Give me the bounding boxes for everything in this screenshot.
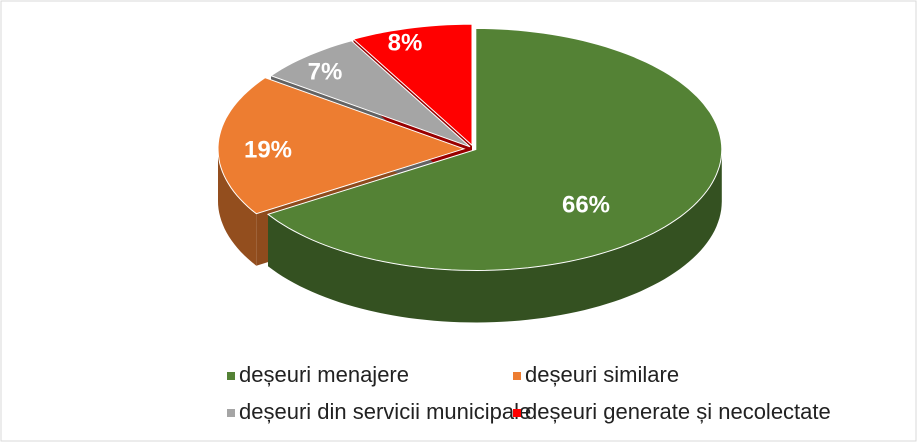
data-label: 8%	[388, 29, 423, 56]
legend-label: deșeuri din servicii municipale	[239, 399, 531, 424]
data-label: 66%	[562, 191, 610, 218]
slice-side	[218, 148, 257, 266]
data-label: 7%	[308, 58, 343, 85]
legend-label: deșeuri menajere	[239, 362, 409, 387]
legend-marker	[513, 409, 521, 417]
legend-label: deșeuri similare	[525, 362, 679, 387]
legend-marker	[513, 372, 521, 380]
slice	[269, 40, 471, 148]
slice	[352, 23, 473, 147]
slice	[217, 77, 466, 215]
slice-side	[268, 149, 722, 323]
legend-marker	[227, 372, 235, 380]
legend-label: deșeuri generate și necolectate	[525, 399, 831, 424]
legend-marker	[227, 409, 235, 417]
slice	[266, 28, 723, 272]
data-label: 19%	[244, 136, 292, 163]
